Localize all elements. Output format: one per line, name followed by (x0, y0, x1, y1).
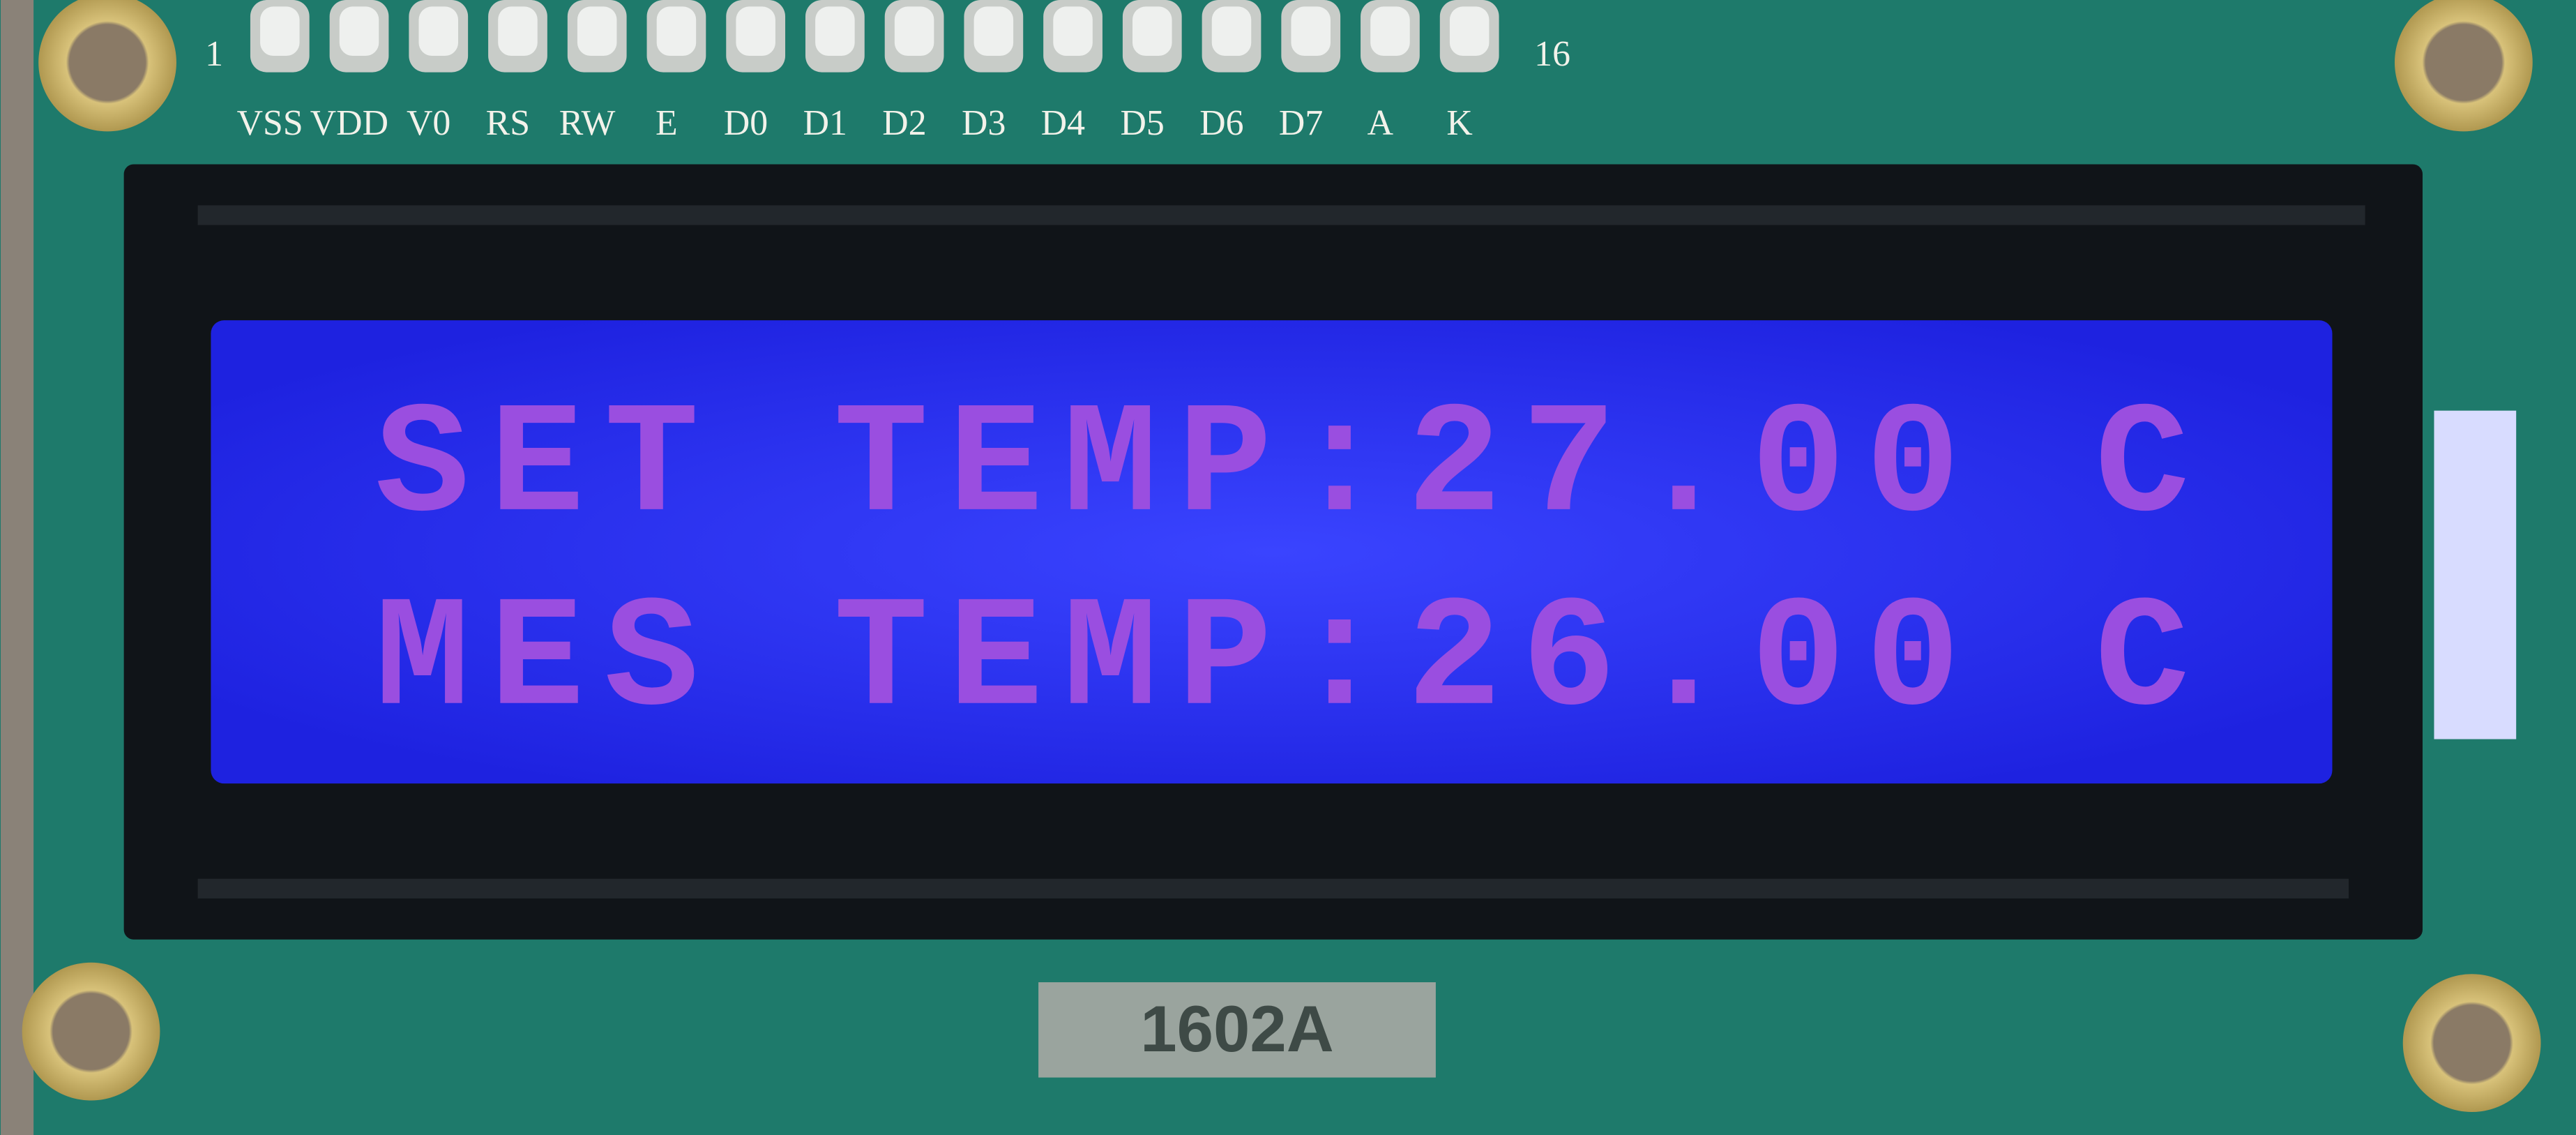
pin-solder (815, 6, 855, 57)
pin-label: VDD (310, 103, 388, 143)
pin-label: RW (559, 103, 616, 143)
pin-solder (1370, 6, 1410, 57)
pin-first: 1 (205, 34, 223, 74)
pin-label: D1 (803, 103, 847, 143)
pin-label: RS (486, 103, 530, 143)
pin-solder (260, 6, 300, 57)
pin-label: K (1446, 103, 1472, 143)
pin-label: D7 (1279, 103, 1323, 143)
pin-solder (656, 6, 697, 57)
pin-solder (973, 6, 1014, 57)
pin-solder (1132, 6, 1172, 57)
pin-label: D5 (1120, 103, 1164, 143)
header-pins: VSS VDD V0 RS RW E D0 D1 D2 D3 D4 D5 D6 D7 A K (237, 0, 1499, 143)
pin-label: A (1367, 103, 1394, 143)
pin-label: D3 (962, 103, 1006, 143)
pin-solder (339, 6, 379, 57)
pin-label: D2 (882, 103, 926, 143)
mount-holes (22, 0, 2541, 1113)
bezel-ridge (197, 878, 2349, 899)
backlight-led (2434, 410, 2517, 739)
pin-solder (418, 6, 459, 57)
pin-label: D4 (1041, 103, 1085, 143)
pin-solder (1053, 6, 1093, 57)
pin-solder (498, 6, 538, 57)
pin-label: D6 (1199, 103, 1243, 143)
bezel-ridge (197, 205, 2365, 225)
screen (211, 320, 2333, 784)
pin-last: 16 (1534, 34, 1570, 74)
pin-solder (577, 6, 617, 57)
pin-label: V0 (407, 103, 450, 143)
pin-solder (1449, 6, 1490, 57)
model-label: 1602A (1140, 992, 1334, 1065)
pin-solder (894, 6, 934, 57)
pin-solder (1211, 6, 1252, 57)
background-edge (1, 0, 34, 1135)
pin-solder (736, 6, 775, 57)
pin-label: D0 (724, 103, 768, 143)
pin-label: VSS (237, 103, 303, 143)
pin-solder (1291, 6, 1331, 57)
model-plate (1038, 982, 1436, 1078)
pin-label: E (656, 103, 678, 143)
